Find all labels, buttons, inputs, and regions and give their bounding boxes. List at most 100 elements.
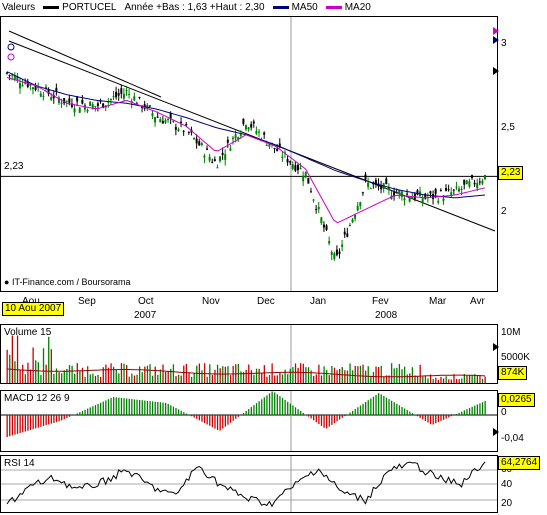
macd-bar (396, 403, 398, 415)
volume-bar (50, 349, 52, 383)
macd-bar (377, 393, 380, 415)
macd-bar (14, 415, 16, 435)
macd-bar (198, 415, 201, 421)
candle-body (403, 198, 406, 201)
candle-body (484, 174, 486, 180)
volume-bar (326, 370, 328, 383)
volume-bar (375, 366, 377, 383)
macd-bar (357, 407, 359, 415)
volume-bar (242, 371, 245, 383)
macd-bar (279, 396, 281, 415)
candle-body (89, 101, 92, 107)
volume-bar (193, 373, 195, 383)
macd-bar (370, 398, 372, 415)
macd-bar (35, 415, 37, 429)
volume-bar (58, 372, 60, 383)
candle-body (112, 96, 115, 98)
candle-body (203, 155, 206, 158)
volume-bar (167, 371, 169, 383)
candle-body (55, 87, 58, 92)
volume-ytick-10m: 10M (501, 327, 521, 338)
volume-bar (113, 366, 115, 383)
macd-title: MACD 12 26 9 (4, 393, 70, 404)
candle-body (128, 93, 131, 95)
macd-bar (84, 409, 86, 415)
price-current-value: 2,23 (498, 166, 524, 180)
candle-body (468, 181, 471, 187)
volume-bar (403, 366, 406, 383)
volume-bar (258, 368, 260, 383)
macd-bar (11, 415, 13, 436)
volume-bar (136, 374, 138, 383)
volume-bar (154, 366, 156, 383)
candle-body (182, 130, 185, 132)
macd-bar (232, 415, 234, 421)
volume-bar (177, 374, 180, 383)
volume-bar (424, 375, 427, 383)
volume-bar (292, 367, 294, 383)
rsi-panel (0, 455, 498, 513)
candle-body (37, 86, 40, 89)
macd-bar (422, 415, 424, 420)
candle-body (151, 113, 154, 117)
chart-header: Valeurs PORTUCEL Année +Bas : 1,63 +Haut… (2, 2, 371, 13)
macd-bar (450, 415, 453, 417)
volume-bar (183, 365, 185, 383)
trend-line (8, 40, 496, 232)
macd-bar (110, 398, 112, 415)
macd-bar (468, 408, 471, 415)
candle-body (465, 180, 468, 185)
candle-body (302, 175, 305, 182)
volume-bar (37, 362, 39, 383)
volume-bar (97, 374, 99, 383)
volume-bar (16, 335, 19, 383)
macd-bar (365, 402, 367, 415)
macd-bar (411, 413, 414, 415)
candle-body (115, 91, 118, 98)
macd-bar (367, 400, 369, 415)
volume-bar (333, 367, 336, 383)
candle-body (299, 167, 302, 169)
volume-bar (463, 374, 466, 383)
candle-body (481, 180, 484, 184)
volume-bar (74, 373, 76, 383)
volume-bar (416, 376, 419, 383)
candle-body (193, 137, 196, 140)
macd-bar (79, 412, 81, 415)
macd-bar (388, 399, 390, 415)
volume-bar (390, 363, 393, 383)
volume-bar (105, 364, 107, 383)
ma20-line (6, 77, 486, 224)
candle-body (174, 127, 177, 130)
candle-body (8, 74, 11, 76)
candle-body (6, 72, 8, 74)
volume-bar (29, 369, 32, 383)
volume-bar (461, 378, 463, 383)
candle-body (377, 183, 380, 187)
macd-bar (6, 415, 8, 437)
macd-bar (380, 394, 382, 415)
volume-bar (66, 368, 68, 383)
candle-body (278, 143, 281, 147)
candle-body (216, 167, 219, 169)
candle-body (187, 131, 190, 133)
macd-bar (206, 415, 208, 425)
macd-bar (131, 399, 133, 415)
macd-bar (466, 409, 468, 415)
month-label: Aou (22, 296, 40, 307)
candle-body (281, 156, 284, 159)
macd-bar (185, 413, 188, 415)
volume-current-value: 874K (498, 366, 528, 380)
macd-panel (0, 390, 498, 452)
volume-bar (336, 370, 338, 383)
macd-bar (341, 415, 343, 418)
volume-bar (100, 376, 102, 383)
macd-bar (437, 415, 440, 423)
volume-bar (284, 369, 286, 383)
candle-body (393, 192, 396, 197)
candle-body (226, 139, 229, 143)
candle-body (167, 119, 170, 121)
marker-arrow-icon (493, 27, 499, 35)
candle-body (432, 194, 435, 199)
macd-bar (300, 411, 302, 415)
